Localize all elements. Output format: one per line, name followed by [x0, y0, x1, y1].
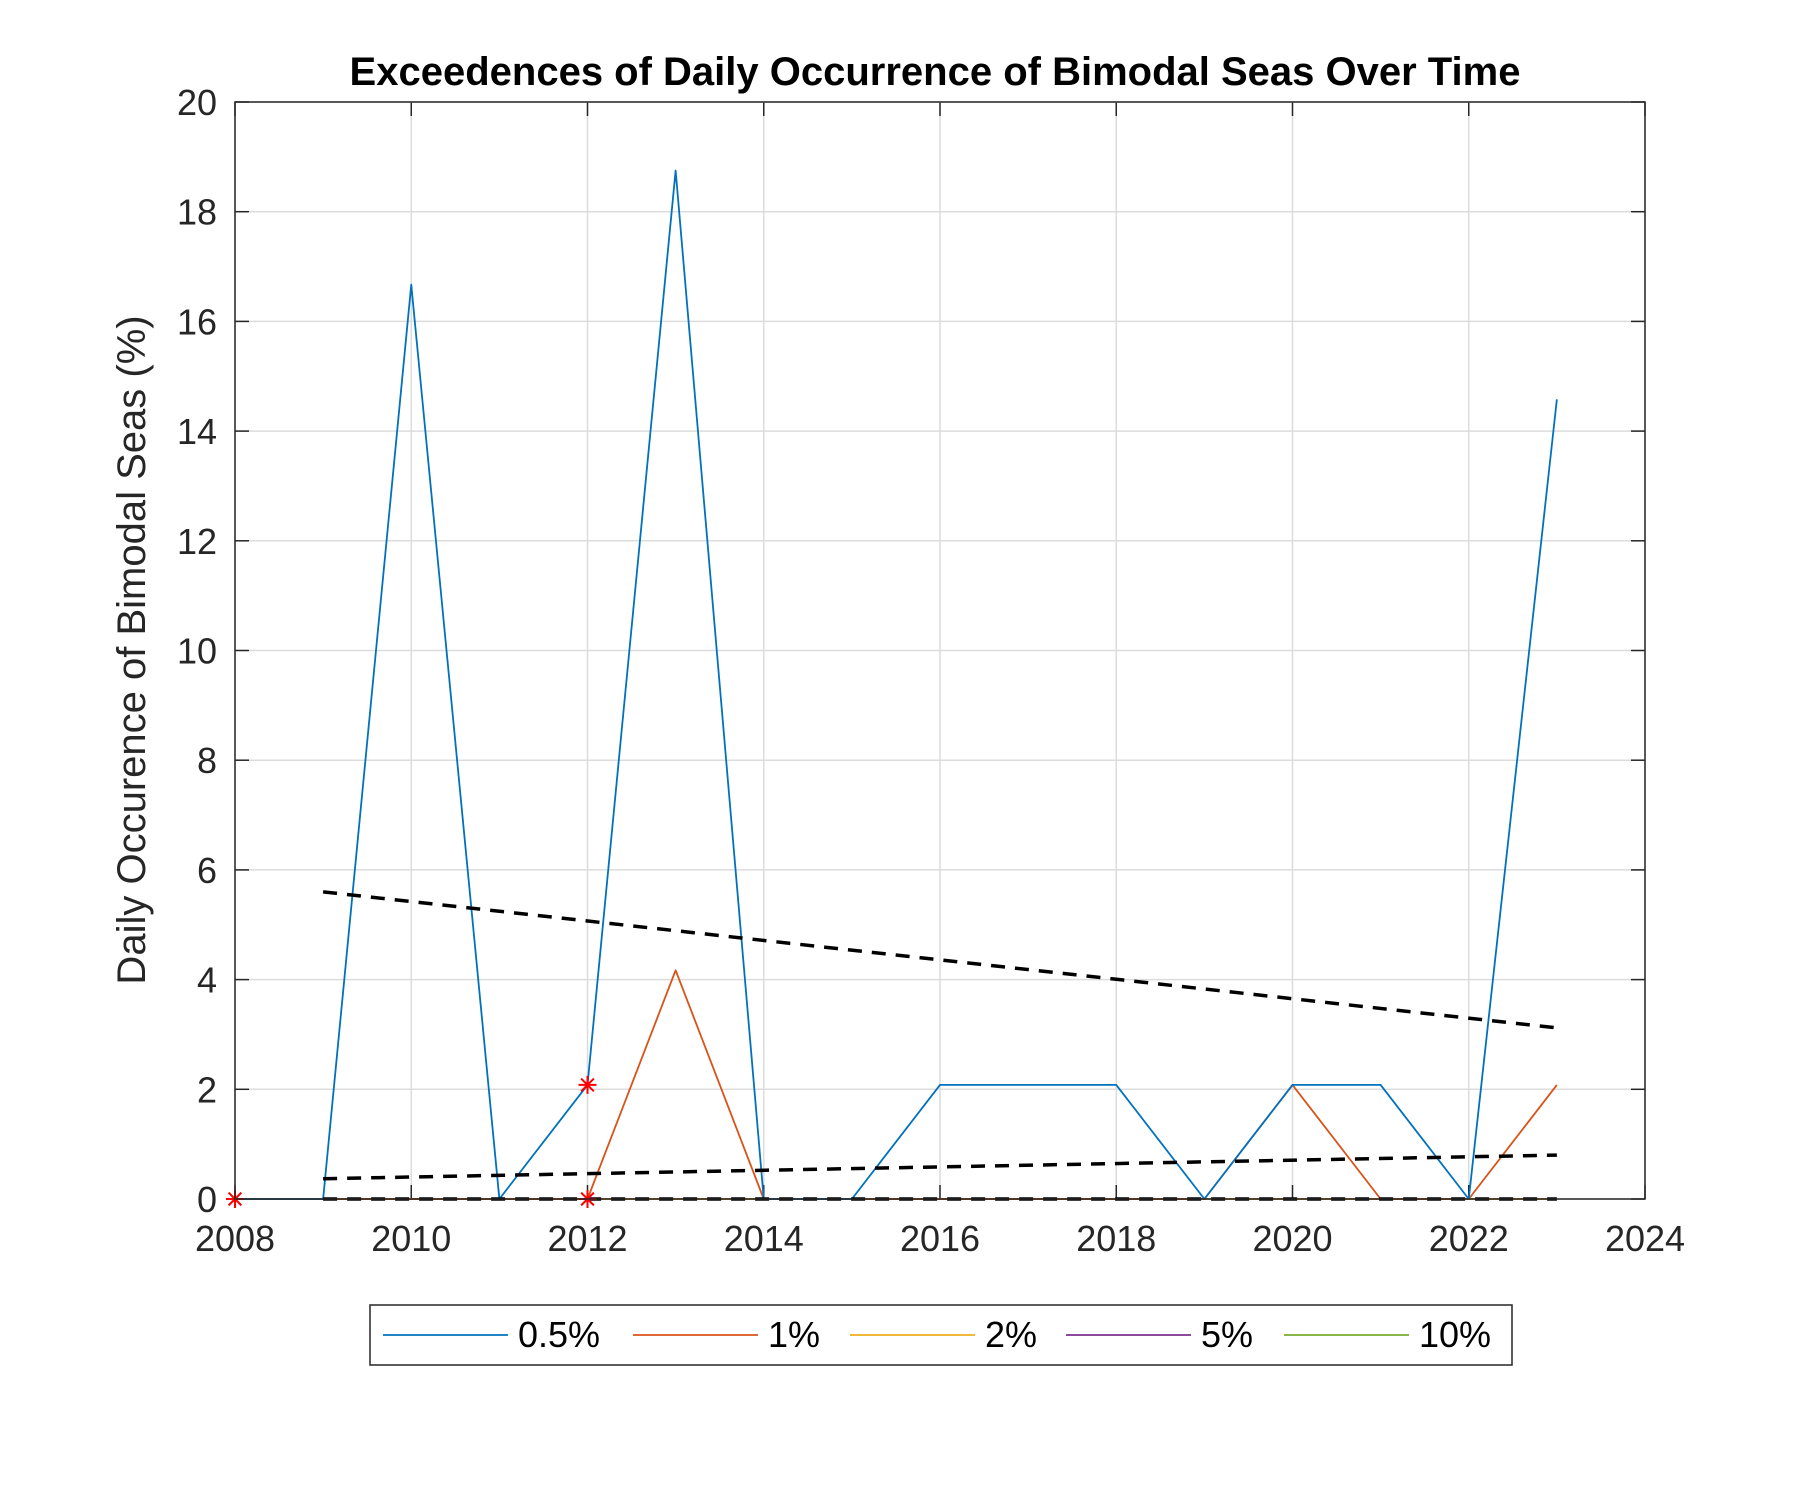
x-tick-label: 2010 [371, 1218, 451, 1259]
x-tick-label: 2012 [547, 1218, 627, 1259]
legend-label: 5% [1201, 1314, 1253, 1355]
y-tick-label: 16 [177, 301, 217, 342]
legend-item: 0.5% [383, 1314, 600, 1355]
y-tick-label: 0 [197, 1179, 217, 1220]
y-tick-label: 14 [177, 411, 217, 452]
legend: 0.5% 1% 2% 5% 10% [369, 1304, 1513, 1366]
axes-box [234, 101, 1646, 1200]
y-tick-label: 8 [197, 740, 217, 781]
y-tick-label: 4 [197, 960, 217, 1001]
legend-label: 0.5% [518, 1314, 600, 1355]
y-tick-label: 20 [177, 82, 217, 123]
x-tick-label: 2016 [900, 1218, 980, 1259]
legend-label: 10% [1419, 1314, 1491, 1355]
series-line-0-5pct [235, 169, 1558, 1200]
legend-item: 5% [1066, 1314, 1253, 1355]
legend-item: 10% [1284, 1314, 1491, 1355]
x-tick-label: 2022 [1429, 1218, 1509, 1259]
trend-line-1 [322, 890, 1558, 1030]
legend-label: 1% [768, 1314, 820, 1355]
x-tick-label: 2014 [724, 1218, 804, 1259]
y-tick-label: 6 [197, 850, 217, 891]
legend-item: 1% [633, 1314, 820, 1355]
plot-area: 2008 2010 2012 2014 2016 2018 2020 2022 20240246… [177, 82, 1685, 1259]
legend-item: 2% [850, 1314, 1037, 1355]
x-tick-label: 2020 [1252, 1218, 1332, 1259]
asterisk-marker [578, 1075, 597, 1094]
y-axis-label: Daily Occurence of Bimodal Seas (%) [110, 315, 154, 984]
x-tick-label: 2018 [1076, 1218, 1156, 1259]
y-tick-label: 18 [177, 192, 217, 233]
chart-title: Exceedences of Daily Occurrence of Bimod… [350, 50, 1521, 94]
x-tick-label: 2008 [195, 1218, 275, 1259]
legend-label: 2% [985, 1314, 1037, 1355]
x-tick-label: 2024 [1605, 1218, 1685, 1259]
trend-line-2 [323, 1153, 1557, 1181]
y-tick-label: 12 [177, 521, 217, 562]
y-tick-label: 2 [197, 1069, 217, 1110]
y-tick-label: 10 [177, 631, 217, 672]
